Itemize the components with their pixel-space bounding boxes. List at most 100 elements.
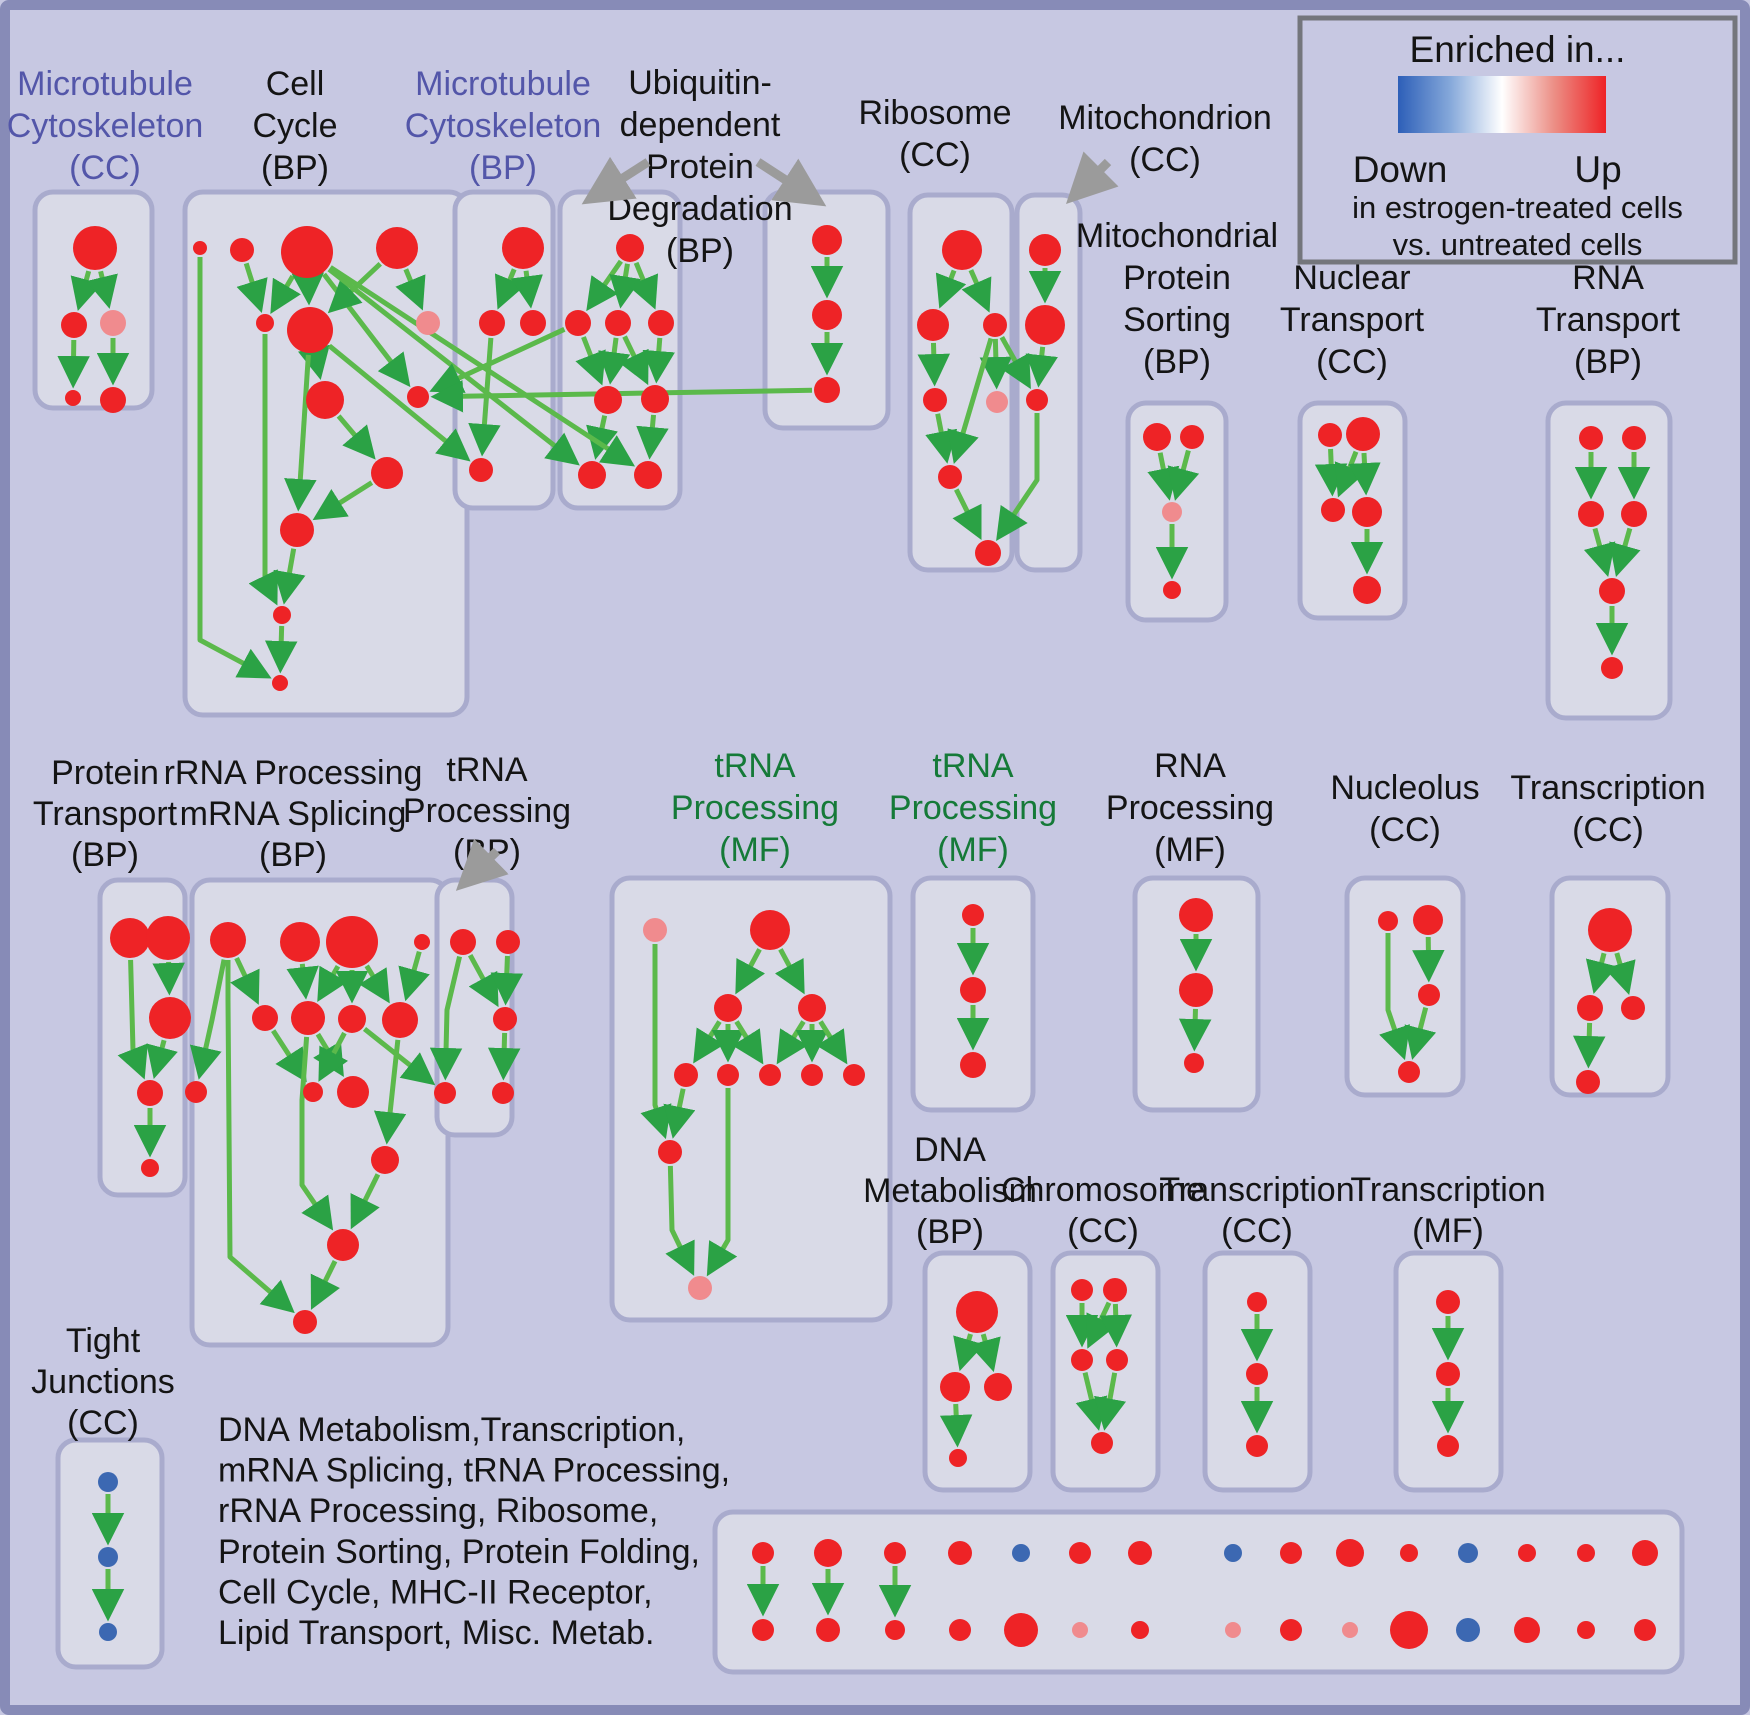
node-mps-pk bbox=[1162, 502, 1182, 522]
cluster-label-ubiq-line4: (BP) bbox=[666, 232, 734, 270]
edge-mt_cc-b-d bbox=[57, 339, 90, 389]
edge-nucleolus-b-c bbox=[1412, 936, 1445, 983]
edge-prot_transport-b-c bbox=[152, 961, 185, 996]
edge-rrna-n-o bbox=[310, 1260, 340, 1310]
annotation-text-line-1: mRNA Splicing, tRNA Processing, bbox=[218, 1452, 730, 1490]
legend-subtitle-2: vs. untreated cells bbox=[1393, 227, 1643, 262]
node-rrna-kk bbox=[337, 1076, 369, 1108]
edge-trna_mf1-b-g bbox=[816, 1020, 848, 1065]
strip-node-top-6 bbox=[1128, 1541, 1152, 1565]
cluster-label-tight_junc-line0: Tight bbox=[66, 1322, 141, 1360]
cluster-label-prot_transport-line0: Protein bbox=[51, 754, 159, 792]
node-tight_junc-a bbox=[98, 1472, 118, 1492]
edge-ribosome-b-d bbox=[947, 337, 994, 465]
node-mps-b bbox=[1180, 425, 1204, 449]
edge-rrna-a-e bbox=[230, 956, 260, 1005]
edge-rna_proc-b-c bbox=[1178, 1008, 1212, 1052]
node-nuc_transport-c bbox=[1321, 498, 1345, 522]
edge-trna_mf1-a-e bbox=[732, 1020, 764, 1065]
edge-trans_cc-b-d bbox=[1572, 1022, 1606, 1069]
node-mt_cc-e bbox=[100, 387, 126, 413]
node-rrna-o bbox=[293, 1310, 317, 1334]
strip-node-top-12 bbox=[1518, 1544, 1536, 1562]
strip-node-top-1 bbox=[814, 1539, 842, 1567]
strip-node-bottom-10 bbox=[1390, 1611, 1428, 1649]
node-tight_junc-b bbox=[98, 1547, 118, 1567]
strip-node-bottom-7 bbox=[1225, 1622, 1241, 1638]
cluster-label-trna_mf1-line1: Processing bbox=[671, 789, 839, 827]
cluster-label-mps-line3: (BP) bbox=[1143, 343, 1211, 381]
edge-trna_mf1-c-h bbox=[663, 1088, 696, 1139]
node-mt_cc-d bbox=[65, 390, 81, 406]
node-rrna-b bbox=[280, 922, 320, 962]
node-rna_proc-c bbox=[1184, 1053, 1204, 1073]
edge-rrna-m-n bbox=[350, 1173, 381, 1230]
cluster-label-mt_bp-line1: Cytoskeleton bbox=[405, 107, 602, 145]
cluster-label-mps-line2: Sorting bbox=[1123, 301, 1231, 339]
node-dna_met-c bbox=[984, 1373, 1012, 1401]
label-pointer-arrow-2 bbox=[1065, 151, 1119, 205]
cluster-label-mt_cc-line1: Cytoskeleton bbox=[7, 107, 204, 145]
node-ribosome-c bbox=[923, 388, 947, 412]
node-cell_cycle-d bbox=[376, 227, 418, 269]
cluster-label-mps-line0: Mitochondrial bbox=[1076, 217, 1278, 255]
cluster-label-ubiq-line2: Protein bbox=[646, 148, 754, 186]
strip-node-bottom-5 bbox=[1072, 1622, 1088, 1638]
edge-rrna-c-h bbox=[358, 964, 390, 1004]
edge-ubiq-t-a bbox=[586, 259, 623, 312]
edge-rrna-b-f bbox=[286, 963, 319, 1000]
node-rna_transport-e bbox=[1599, 578, 1625, 604]
strip-node-bottom-4 bbox=[1004, 1613, 1038, 1647]
node-rna_transport-a bbox=[1579, 426, 1603, 450]
node-ubiq-f bbox=[578, 461, 606, 489]
node-chromosome-e bbox=[1091, 1432, 1113, 1454]
edge-dna_met-a-c bbox=[969, 1333, 1001, 1373]
edge-trna_mf1-b-e bbox=[776, 1020, 808, 1065]
node-rna_proc-a bbox=[1179, 898, 1213, 932]
node-trans_cc-b bbox=[1577, 995, 1603, 1021]
cluster-label-mt_bp-line0: Microtubule bbox=[415, 65, 591, 103]
edge-ubiq-b-d bbox=[598, 337, 631, 385]
node-nuc_transport-e bbox=[1353, 576, 1381, 604]
cluster-label-chromosome-line0: Chromosome bbox=[1001, 1171, 1205, 1209]
node-mt_bp-c bbox=[520, 310, 546, 336]
node-chromosome-d bbox=[1106, 1349, 1128, 1371]
node-dna_met-b bbox=[940, 1372, 970, 1402]
node-trans_cc-a bbox=[1588, 908, 1632, 952]
edge-nuc_transport-b-c bbox=[1334, 450, 1366, 498]
cluster-label-mito-line1: (CC) bbox=[1129, 141, 1201, 179]
node-nucleolus-b bbox=[1413, 905, 1443, 935]
edge-ubiq-b-e bbox=[619, 335, 649, 386]
cluster-label-prot_transport-line1: Transport bbox=[33, 795, 178, 833]
cluster-box-cell_cycle bbox=[182, 189, 470, 718]
node-rrna-i bbox=[185, 1081, 207, 1103]
strip-node-bottom-6 bbox=[1131, 1621, 1149, 1639]
edge-ribosome-a-c bbox=[917, 342, 951, 387]
node-prot_transport-b bbox=[146, 916, 190, 960]
cluster-label-dna_met-line2: (BP) bbox=[916, 1213, 984, 1251]
node-mt_bp-d bbox=[469, 458, 493, 482]
edge-rrna-f-n bbox=[299, 1036, 334, 1231]
node-trans_mf-c bbox=[1437, 1435, 1459, 1457]
edge-ubiq-e-g bbox=[636, 414, 669, 460]
node-chromosome-b bbox=[1103, 1278, 1127, 1302]
edge-cell_cycle-h-j bbox=[312, 480, 374, 521]
node-trna_mf1-a bbox=[714, 994, 742, 1022]
node-cell_cycle-l bbox=[272, 675, 288, 691]
node-ribosome-b bbox=[983, 313, 1007, 337]
node-mt_cc-a bbox=[73, 226, 117, 270]
node-cell_cycle-b bbox=[230, 238, 254, 262]
strip-node-bottom-1 bbox=[816, 1618, 840, 1642]
node-trans_mf-a bbox=[1436, 1290, 1460, 1314]
cluster-label-rrna-line2: (BP) bbox=[259, 836, 327, 874]
legend-subtitle-1: in estrogen-treated cells bbox=[1352, 190, 1683, 225]
node-ribosome-t bbox=[942, 230, 982, 270]
node-rrna-m bbox=[371, 1146, 399, 1174]
edge-nuc_transport-b-d bbox=[1348, 452, 1381, 496]
cluster-label-mt_cc-line2: (CC) bbox=[69, 149, 141, 187]
node-trna_mf1-pb bbox=[688, 1276, 712, 1300]
cluster-label-rna_proc-line0: RNA bbox=[1154, 747, 1226, 785]
cluster-label-dna_met-line1: Metabolism bbox=[863, 1172, 1037, 1210]
legend-title: Enriched in... bbox=[1410, 29, 1626, 70]
